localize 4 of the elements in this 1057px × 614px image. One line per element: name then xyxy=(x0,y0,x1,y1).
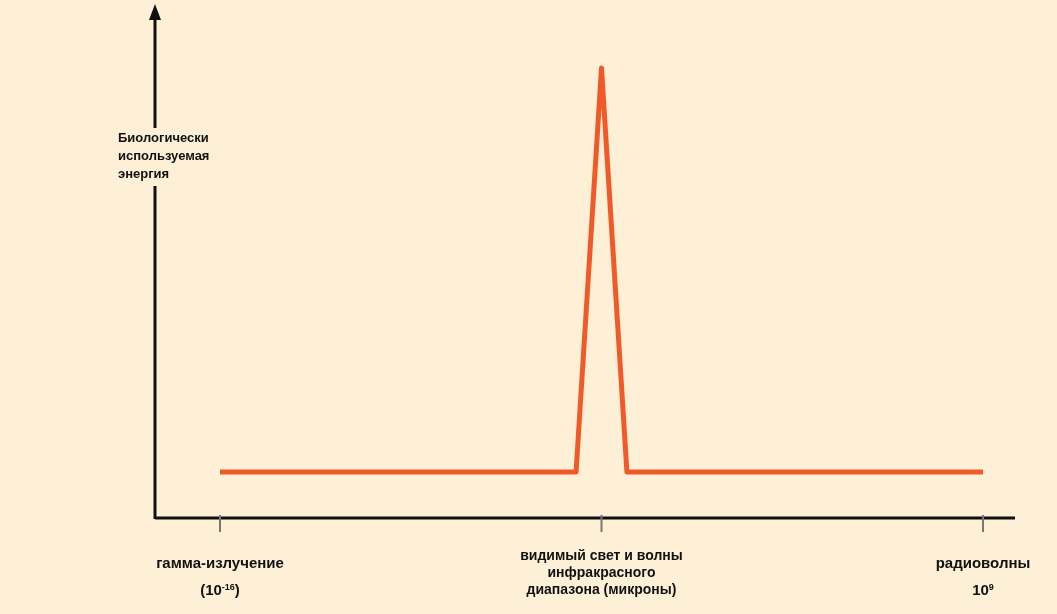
y-axis-title: Биологически используемая энергия xyxy=(118,130,210,181)
x-tick-label: радиоволны 10$^{9}$ xyxy=(935,554,1031,598)
x-tick-label: гамма-излучение (10$^{-16}$) xyxy=(156,554,284,598)
x-tick-label: видимый свет и волны инфракрасного диапазона (микроны) xyxy=(520,547,683,597)
